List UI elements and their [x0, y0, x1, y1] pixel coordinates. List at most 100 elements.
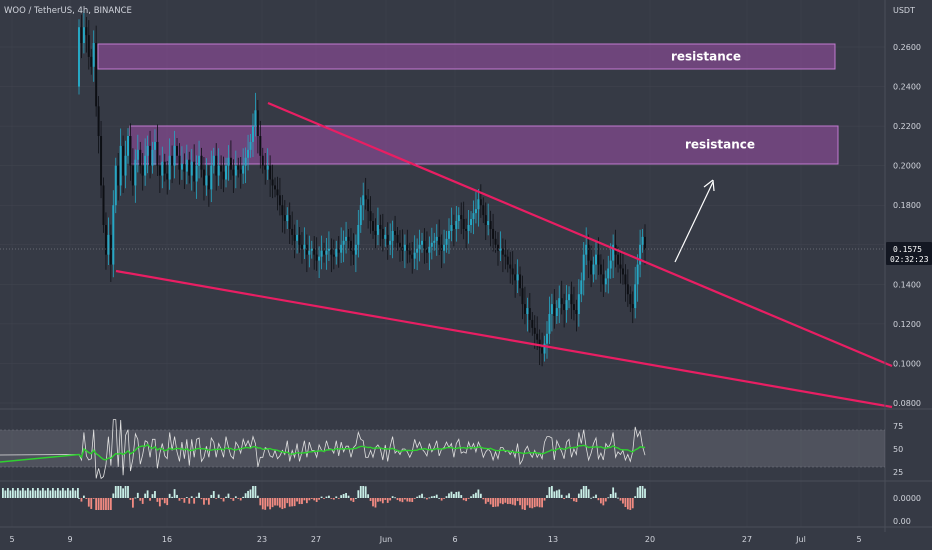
macd-bar: [64, 490, 67, 498]
macd-bar: [44, 490, 47, 498]
macd-bar: [362, 486, 365, 498]
candle-body: [85, 27, 88, 36]
last-price-value: 0.1575: [893, 245, 922, 254]
candle-body: [492, 228, 495, 239]
candle-body: [541, 347, 544, 354]
macd-bar: [411, 498, 414, 502]
macd-bar: [288, 498, 291, 507]
macd-bar: [617, 497, 619, 499]
candle-body: [580, 280, 583, 295]
candle-body: [585, 244, 588, 255]
candle-body: [156, 141, 159, 166]
macd-bar: [543, 498, 546, 501]
candle-body: [568, 294, 571, 301]
candle-body: [521, 288, 524, 305]
macd-bar: [320, 496, 323, 498]
macd-bar: [494, 498, 497, 507]
macd-bar: [565, 495, 568, 498]
macd-bar: [225, 496, 227, 498]
macd-bar: [178, 498, 181, 501]
candle-body: [545, 333, 548, 344]
time-tick-label: 6: [452, 535, 457, 544]
candle-body: [602, 274, 605, 285]
candle-body: [278, 195, 281, 206]
macd-bar: [114, 486, 117, 498]
candle-body: [394, 230, 397, 235]
macd-bar: [301, 498, 303, 505]
candle-body: [430, 242, 433, 247]
candle-body: [619, 264, 622, 269]
macd-bar: [418, 495, 421, 498]
macd-bar: [354, 498, 357, 499]
candle-body: [452, 225, 455, 229]
macd-bar: [519, 498, 521, 506]
macd-bar: [69, 490, 72, 498]
candle-body: [337, 248, 340, 253]
macd-bar: [487, 498, 490, 502]
macd-bar: [198, 492, 200, 498]
macd-tick-label: 0.0000: [893, 494, 921, 503]
macd-bar: [247, 490, 249, 498]
macd-bar: [54, 490, 57, 498]
candle-body: [489, 221, 492, 229]
macd-bar: [315, 498, 318, 502]
macd-bar: [296, 498, 298, 502]
macd-bar: [141, 498, 144, 504]
candle-body: [641, 236, 644, 245]
macd-bar: [252, 486, 254, 498]
candle-body: [82, 27, 85, 44]
price-tick-label: 0.1000: [893, 359, 921, 368]
candle-body: [244, 157, 247, 166]
candle-body: [631, 304, 634, 309]
candle-body: [153, 141, 156, 150]
macd-bar: [276, 498, 279, 506]
candle-body: [198, 155, 201, 166]
candle-body: [332, 254, 335, 257]
macd-bar: [528, 498, 531, 508]
macd-bar: [335, 496, 338, 498]
candle-body: [335, 248, 338, 257]
candle-body: [496, 244, 499, 251]
macd-bar: [22, 488, 24, 498]
candle-body: [501, 248, 504, 255]
candle-body: [487, 221, 490, 225]
macd-bar: [34, 490, 37, 498]
macd-bar: [602, 498, 605, 506]
candle-body: [474, 209, 477, 214]
price-tick-label: 0.1800: [893, 201, 921, 210]
macd-bar: [183, 498, 186, 503]
candle-body: [254, 110, 257, 127]
macd-bar: [95, 498, 98, 510]
candle-body: [80, 27, 83, 44]
resistance-zone-top: [97, 43, 836, 70]
macd-bar: [448, 493, 450, 498]
candle-body: [548, 314, 551, 334]
candle-body: [372, 221, 375, 231]
candle-body: [531, 319, 534, 328]
candle-body: [144, 155, 147, 176]
candle-body: [369, 211, 372, 222]
macd-bar: [577, 493, 580, 498]
macd-bar: [381, 498, 384, 504]
candle-body: [134, 159, 137, 186]
candle-body: [215, 155, 218, 176]
candle-body: [592, 264, 595, 275]
price-tick-label: 0.2600: [893, 43, 921, 52]
macd-bar: [134, 497, 137, 499]
time-tick-label: Jul: [795, 535, 806, 544]
candle-body: [604, 278, 607, 285]
macd-bar: [330, 498, 333, 499]
macd-bar: [622, 498, 624, 504]
candle-body: [526, 308, 529, 314]
macd-bar: [479, 493, 482, 498]
macd-bar: [423, 497, 426, 499]
macd-bar: [176, 494, 178, 498]
candle-body: [345, 236, 348, 241]
candle-body: [92, 43, 95, 67]
candle-body: [212, 155, 215, 166]
macd-bar: [90, 498, 93, 509]
macd-bar: [325, 496, 328, 498]
candle-body: [575, 310, 578, 314]
candle-body: [398, 242, 401, 247]
macd-bar: [416, 496, 419, 498]
